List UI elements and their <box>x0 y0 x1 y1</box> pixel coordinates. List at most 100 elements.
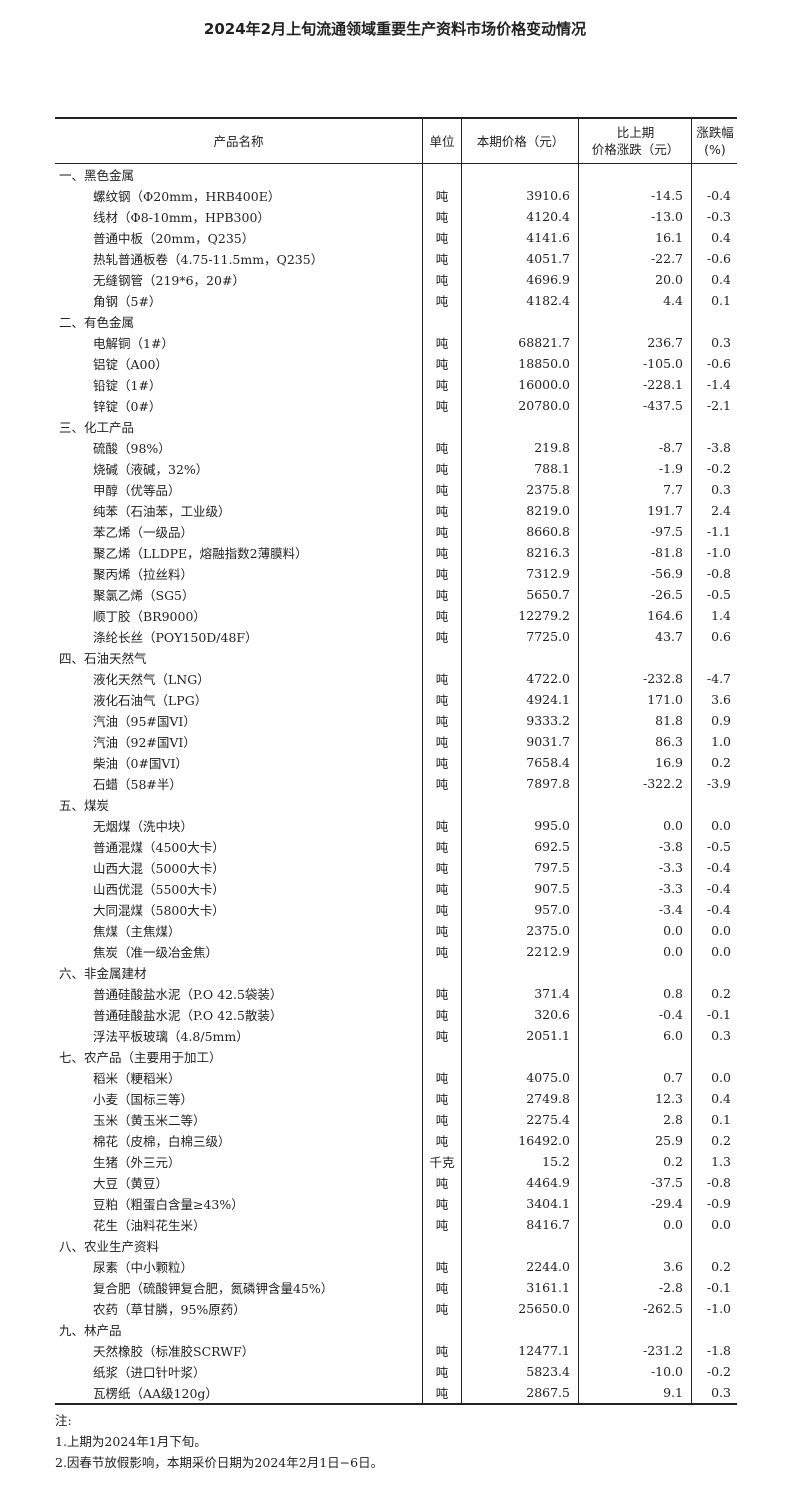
pct: -0.4 <box>691 857 737 878</box>
empty-cell <box>578 1046 692 1067</box>
unit: 吨 <box>422 710 462 731</box>
unit: 吨 <box>422 584 462 605</box>
product-name: 浮法平板玻璃（4.8/5mm） <box>93 1029 249 1044</box>
change: 81.8 <box>578 710 692 731</box>
product-name: 汽油（95#国VI） <box>93 714 196 729</box>
product-name: 电解铜（1#） <box>93 336 174 351</box>
price: 16000.0 <box>461 374 579 395</box>
change: 0.0 <box>578 941 692 962</box>
empty-cell <box>691 1046 737 1067</box>
product-name: 线材（Φ8-10mm，HPB300） <box>93 210 270 225</box>
price: 219.8 <box>461 437 579 458</box>
table-row: 大豆（黄豆） 吨 4464.9 -37.5 -0.8 <box>55 1172 737 1193</box>
table-row: 苯乙烯（一级品） 吨 8660.8 -97.5 -1.1 <box>55 521 737 542</box>
price: 692.5 <box>461 836 579 857</box>
category-name: 五、煤炭 <box>59 798 110 813</box>
price: 4141.6 <box>461 227 579 248</box>
change: 0.2 <box>578 1151 692 1172</box>
change: 16.1 <box>578 227 692 248</box>
note-1: 1.上期为2024年1月下旬。 <box>55 1434 207 1449</box>
price: 4051.7 <box>461 248 579 269</box>
product-name: 棉花（皮棉，白棉三级） <box>93 1134 231 1149</box>
category-name: 一、黑色金属 <box>59 168 135 183</box>
table-row: 线材（Φ8-10mm，HPB300） 吨 4120.4 -13.0 -0.3 <box>55 206 737 227</box>
table-row: 锌锭（0#） 吨 20780.0 -437.5 -2.1 <box>55 395 737 416</box>
change: -105.0 <box>578 353 692 374</box>
price: 4182.4 <box>461 290 579 311</box>
change: 6.0 <box>578 1025 692 1046</box>
table-row: 聚丙烯（拉丝料） 吨 7312.9 -56.9 -0.8 <box>55 563 737 584</box>
unit: 吨 <box>422 857 462 878</box>
unit: 吨 <box>422 878 462 899</box>
product-name: 聚乙烯（LLDPE，熔融指数2薄膜料） <box>93 546 308 561</box>
table-row: 复合肥（硫酸钾复合肥，氮磷钾含量45%） 吨 3161.1 -2.8 -0.1 <box>55 1277 737 1298</box>
category-row: 二、有色金属 <box>55 311 737 332</box>
unit: 吨 <box>422 1109 462 1130</box>
pct: -0.2 <box>691 458 737 479</box>
pct: 0.3 <box>691 479 737 500</box>
table-row: 聚乙烯（LLDPE，熔融指数2薄膜料） 吨 8216.3 -81.8 -1.0 <box>55 542 737 563</box>
price: 907.5 <box>461 878 579 899</box>
category-row: 六、非金属建材 <box>55 962 737 983</box>
table-row: 汽油（95#国VI） 吨 9333.2 81.8 0.9 <box>55 710 737 731</box>
header-change: 比上期 价格涨跌（元） <box>578 118 692 164</box>
change: -10.0 <box>578 1361 692 1382</box>
category-name: 二、有色金属 <box>59 315 135 330</box>
unit: 吨 <box>422 395 462 416</box>
price: 7658.4 <box>461 752 579 773</box>
price: 7897.8 <box>461 773 579 794</box>
category-row: 五、煤炭 <box>55 794 737 815</box>
price: 4120.4 <box>461 206 579 227</box>
product-name: 复合肥（硫酸钾复合肥，氮磷钾含量45%） <box>93 1281 334 1296</box>
table-row: 焦煤（主焦煤）吨 2375.0 0.0 0.0 <box>55 920 737 941</box>
pct: -1.0 <box>691 1298 737 1319</box>
change: 3.6 <box>578 1256 692 1277</box>
table-row: 聚氯乙烯（SG5） 吨 5650.7 -26.5 -0.5 <box>55 584 737 605</box>
price: 68821.7 <box>461 332 579 353</box>
change: -1.9 <box>578 458 692 479</box>
header-unit: 单位 <box>422 118 462 164</box>
change: 4.4 <box>578 290 692 311</box>
unit: 吨 <box>422 1382 462 1404</box>
unit: 吨 <box>422 605 462 626</box>
pct: 0.6 <box>691 626 737 647</box>
unit: 吨 <box>422 248 462 269</box>
table-row: 尿素（中小颗粒） 吨 2244.0 3.6 0.2 <box>55 1256 737 1277</box>
pct: 1.0 <box>691 731 737 752</box>
empty-cell <box>578 1319 692 1340</box>
table-row: 天然橡胶（标准胶SCRWF） 吨 12477.1 -231.2 -1.8 <box>55 1340 737 1361</box>
pct: 0.0 <box>691 1067 737 1088</box>
notes: 注: 1.上期为2024年1月下旬。 2.因春节放假影响，本期采价日期为2024… <box>55 1410 383 1473</box>
table-row: 烧碱（液碱，32%） 吨 788.1 -1.9 -0.2 <box>55 458 737 479</box>
table-row: 铝锭（A00） 吨 18850.0 -105.0 -0.6 <box>55 353 737 374</box>
table-row: 热轧普通板卷（4.75-11.5mm，Q235） 吨 4051.7 -22.7 -0.6 <box>55 248 737 269</box>
empty-cell <box>691 794 737 815</box>
product-name: 液化天然气（LNG） <box>93 672 210 687</box>
table-row: 液化天然气（LNG） 吨 4722.0 -232.8 -4.7 <box>55 668 737 689</box>
category-name: 九、林产品 <box>59 1323 122 1338</box>
table-row: 无缝钢管（219*6，20#） 吨 4696.9 20.0 0.4 <box>55 269 737 290</box>
category-row: 一、黑色金属 <box>55 163 737 185</box>
table-row: 普通硅酸盐水泥（P.O 42.5散装） 吨 320.6 -0.4 -0.1 <box>55 1004 737 1025</box>
unit: 吨 <box>422 752 462 773</box>
empty-cell <box>422 1235 462 1256</box>
pct: -1.0 <box>691 542 737 563</box>
change: -13.0 <box>578 206 692 227</box>
pct: 0.4 <box>691 1088 737 1109</box>
category-row: 八、农业生产资料 <box>55 1235 737 1256</box>
product-name: 尿素（中小颗粒） <box>93 1260 194 1275</box>
price: 3910.6 <box>461 185 579 206</box>
change: -22.7 <box>578 248 692 269</box>
price: 8219.0 <box>461 500 579 521</box>
pct: -0.6 <box>691 353 737 374</box>
unit: 吨 <box>422 458 462 479</box>
empty-cell <box>422 962 462 983</box>
empty-cell <box>461 647 579 668</box>
change: 86.3 <box>578 731 692 752</box>
empty-cell <box>461 416 579 437</box>
change: 0.7 <box>578 1067 692 1088</box>
empty-cell <box>578 163 692 185</box>
product-name: 锌锭（0#） <box>93 399 162 414</box>
price: 9031.7 <box>461 731 579 752</box>
table-row: 无烟煤（洗中块）吨 995.0 0.0 0.0 <box>55 815 737 836</box>
